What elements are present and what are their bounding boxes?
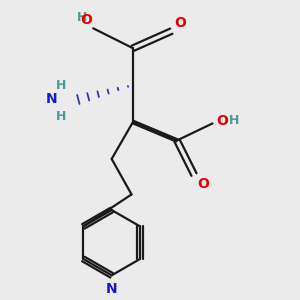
Text: O: O (217, 114, 229, 128)
Text: O: O (80, 13, 92, 27)
Text: H: H (56, 110, 66, 123)
Polygon shape (132, 120, 178, 142)
Text: O: O (197, 177, 209, 191)
Text: N: N (106, 282, 118, 296)
Text: O: O (174, 16, 186, 30)
Text: N: N (46, 92, 58, 106)
Text: H: H (77, 11, 88, 24)
Text: H: H (229, 114, 239, 127)
Text: H: H (56, 79, 66, 92)
